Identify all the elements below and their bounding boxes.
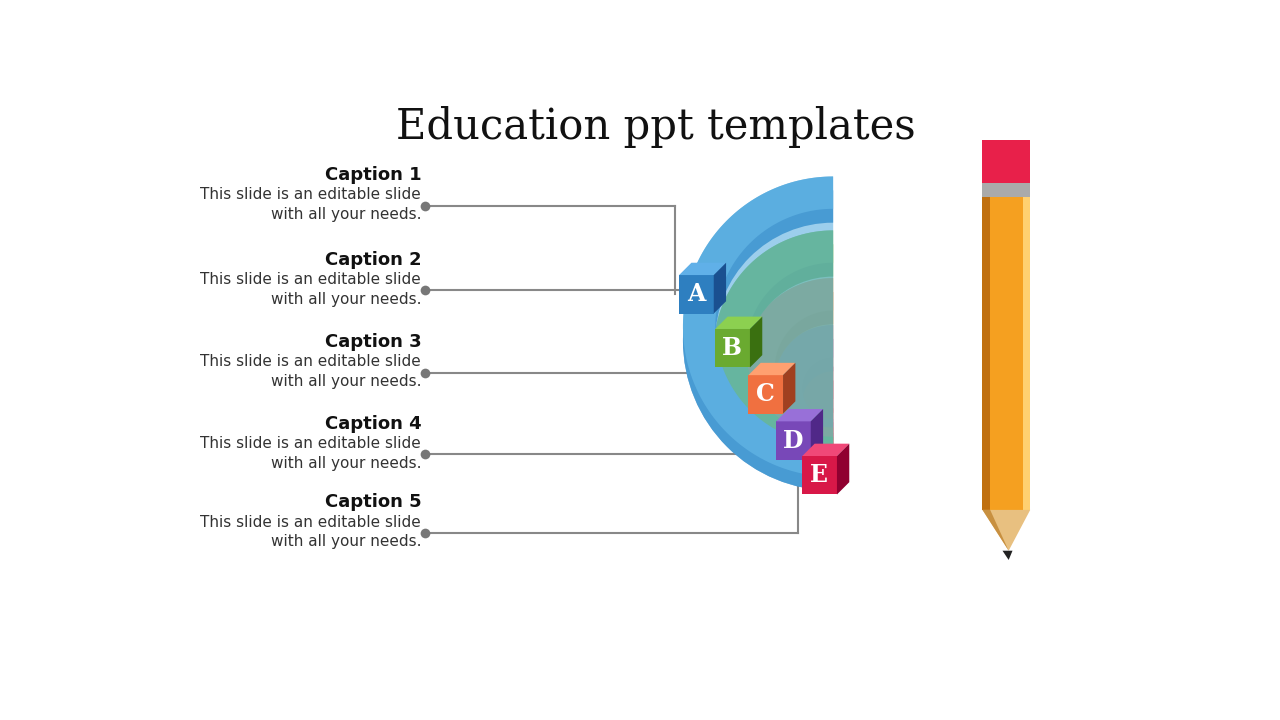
Polygon shape xyxy=(742,278,833,460)
Text: B: B xyxy=(722,336,742,360)
Text: Caption 3: Caption 3 xyxy=(325,333,421,351)
Text: This slide is an editable slide
with all your needs.: This slide is an editable slide with all… xyxy=(201,436,421,471)
Polygon shape xyxy=(716,329,750,367)
Polygon shape xyxy=(716,317,763,329)
Polygon shape xyxy=(1023,197,1030,510)
Polygon shape xyxy=(803,456,837,495)
Text: This slide is an editable slide
with all your needs.: This slide is an editable slide with all… xyxy=(201,515,421,549)
Polygon shape xyxy=(776,409,823,421)
Wedge shape xyxy=(684,190,833,490)
Text: Caption 2: Caption 2 xyxy=(325,251,421,269)
Polygon shape xyxy=(684,176,833,490)
Polygon shape xyxy=(796,366,833,454)
Text: C: C xyxy=(756,382,774,406)
Polygon shape xyxy=(1002,551,1012,560)
Polygon shape xyxy=(749,363,795,375)
Polygon shape xyxy=(742,278,833,474)
Polygon shape xyxy=(750,317,763,367)
Polygon shape xyxy=(776,421,810,460)
Polygon shape xyxy=(983,510,1030,551)
Text: D: D xyxy=(783,428,804,453)
Polygon shape xyxy=(983,510,1009,551)
Polygon shape xyxy=(837,444,849,495)
Wedge shape xyxy=(771,339,833,465)
Polygon shape xyxy=(680,275,714,313)
Polygon shape xyxy=(983,183,1030,197)
Polygon shape xyxy=(810,409,823,460)
Polygon shape xyxy=(983,197,991,510)
Text: Caption 1: Caption 1 xyxy=(325,166,421,184)
Text: Caption 5: Caption 5 xyxy=(325,493,421,511)
Text: Education ppt templates: Education ppt templates xyxy=(397,106,915,148)
Text: A: A xyxy=(687,282,705,306)
Polygon shape xyxy=(803,444,849,456)
Polygon shape xyxy=(983,140,1030,183)
Polygon shape xyxy=(684,176,833,477)
Text: This slide is an editable slide
with all your needs.: This slide is an editable slide with all… xyxy=(201,187,421,222)
Text: Caption 4: Caption 4 xyxy=(325,415,421,433)
Polygon shape xyxy=(680,263,726,275)
Polygon shape xyxy=(796,366,833,441)
Polygon shape xyxy=(749,375,783,414)
Text: E: E xyxy=(810,463,828,487)
Polygon shape xyxy=(714,263,726,313)
Text: This slide is an editable slide
with all your needs.: This slide is an editable slide with all… xyxy=(201,354,421,389)
Polygon shape xyxy=(783,363,795,414)
Wedge shape xyxy=(714,244,833,483)
Polygon shape xyxy=(714,230,833,469)
Polygon shape xyxy=(714,230,833,483)
Polygon shape xyxy=(771,325,833,451)
Text: This slide is an editable slide
with all your needs.: This slide is an editable slide with all… xyxy=(201,272,421,307)
Wedge shape xyxy=(742,292,833,474)
Polygon shape xyxy=(771,325,833,465)
Wedge shape xyxy=(796,381,833,454)
Polygon shape xyxy=(991,197,1023,510)
